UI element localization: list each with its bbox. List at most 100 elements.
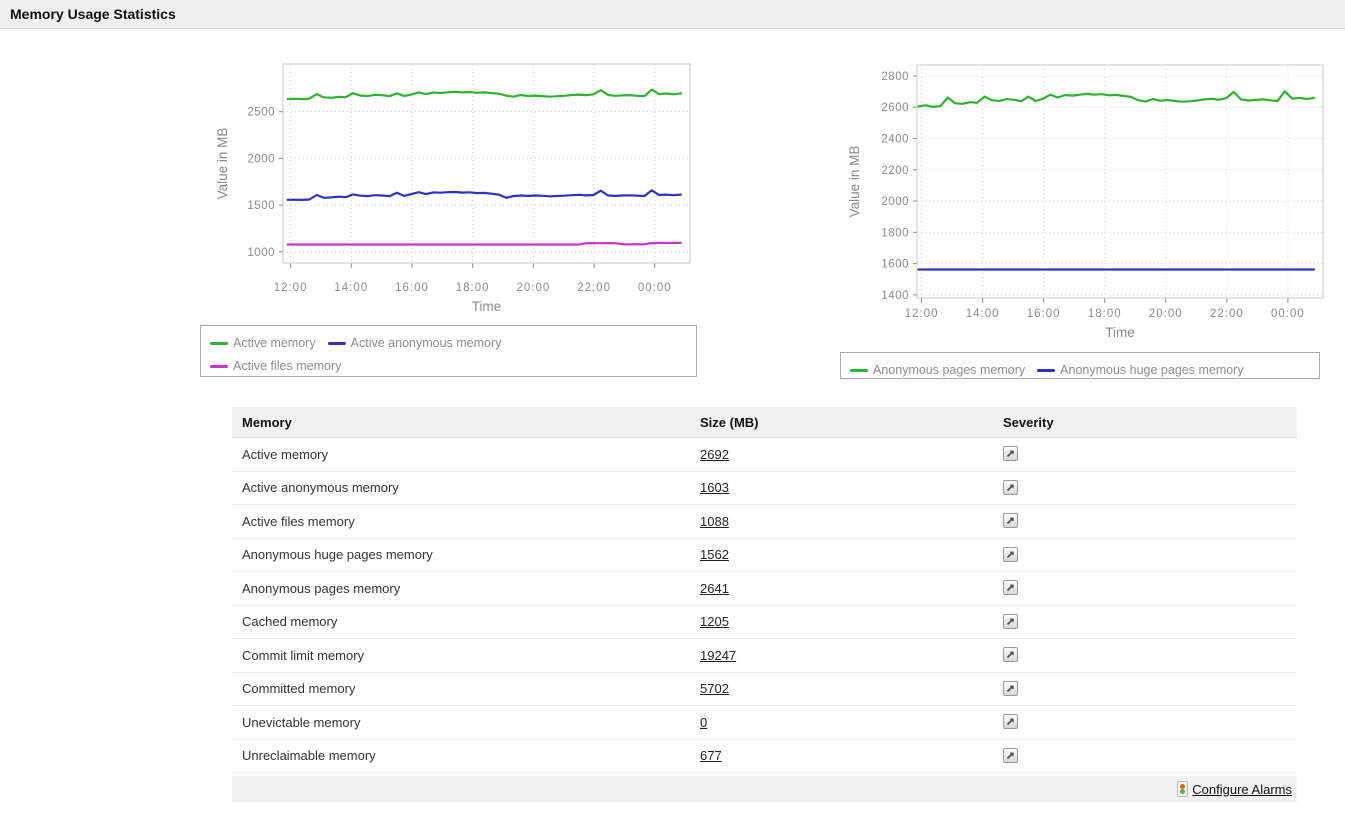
svg-text:20:00: 20:00 [517, 282, 551, 294]
configure-alarms-link[interactable]: Configure Alarms [1192, 781, 1292, 797]
size-link[interactable]: 1088 [700, 513, 729, 529]
svg-text:00:00: 00:00 [1271, 308, 1305, 320]
anonymous-memory-chart: 1400 1600 1800 2000 2200 2400 2600 2800 12:00 14:… [847, 64, 1324, 340]
svg-text:2200: 2200 [881, 165, 909, 177]
memory-name: Commit limit memory [242, 647, 365, 663]
svg-text:1600: 1600 [881, 259, 909, 271]
arrow-up-right-glyph [1006, 551, 1014, 558]
table-row: Cached memory 1205 [232, 605, 1297, 639]
column-header-memory: Memory [242, 414, 292, 430]
memory-name: Anonymous pages memory [242, 580, 401, 596]
active-memory-chart: 1000 1500 2000 2500 12:00 14:00 16:00 18:00 20:0… [215, 63, 691, 314]
table-row: Unevictable memory 0 [232, 706, 1297, 740]
svg-text:1800: 1800 [881, 227, 909, 239]
svg-text:18:00: 18:00 [456, 282, 490, 294]
svg-text:1500: 1500 [247, 200, 275, 212]
traffic-light-icon[interactable] [1177, 781, 1189, 797]
column-header-severity: Severity [1003, 414, 1054, 430]
svg-text:00:00: 00:00 [638, 282, 672, 294]
legend-line-swatch [327, 342, 346, 345]
table-row: Active memory 2692 [232, 438, 1297, 472]
legend-label: Active anonymous memory [350, 336, 502, 350]
page-title: Memory Usage Statistics [10, 6, 176, 22]
table-row: Unreclaimable memory 677 [232, 739, 1297, 773]
table-row: Commit limit memory 19247 [232, 639, 1297, 673]
svg-text:1000: 1000 [247, 247, 275, 259]
legend-line-swatch [1037, 369, 1056, 372]
legend-line-swatch [850, 369, 868, 372]
size-link[interactable]: 1562 [700, 547, 729, 563]
memory-table-body: Active memory 2692 Active anonymous memo… [232, 438, 1297, 773]
arrow-up-right-glyph [1006, 484, 1014, 491]
severity-arrow-icon[interactable] [1003, 647, 1018, 663]
arrow-up-right-glyph [1006, 685, 1014, 692]
svg-text:22:00: 22:00 [1210, 308, 1244, 320]
severity-arrow-icon[interactable] [1003, 747, 1018, 763]
memory-name: Active files memory [242, 513, 355, 529]
size-link[interactable]: 2641 [700, 580, 729, 596]
size-link[interactable]: 1205 [700, 614, 729, 630]
svg-text:14:00: 14:00 [334, 282, 368, 294]
arrow-up-right-glyph [1006, 752, 1014, 759]
size-link[interactable]: 19247 [700, 647, 737, 663]
size-link[interactable]: 1603 [700, 480, 729, 496]
svg-text:Time: Time [472, 299, 502, 314]
svg-text:2400: 2400 [881, 133, 909, 145]
severity-arrow-icon[interactable] [1003, 714, 1018, 730]
svg-text:22:00: 22:00 [577, 282, 611, 294]
column-header-size: Size (MB) [700, 414, 759, 430]
severity-arrow-icon[interactable] [1003, 546, 1018, 562]
severity-arrow-icon[interactable] [1003, 446, 1018, 462]
legend-item: Active memory [210, 333, 316, 354]
arrow-up-right-glyph [1006, 718, 1014, 726]
arrow-up-right-glyph [1006, 618, 1014, 625]
legend-item: Anonymous huge pages memory [1037, 360, 1244, 381]
table-row: Anonymous huge pages memory 1562 [232, 538, 1297, 572]
svg-text:20:00: 20:00 [1149, 308, 1183, 320]
size-link[interactable]: 677 [700, 748, 722, 764]
memory-name: Unreclaimable memory [242, 748, 376, 764]
svg-text:16:00: 16:00 [1027, 308, 1061, 320]
memory-name: Anonymous huge pages memory [242, 547, 433, 563]
svg-text:Value in MB: Value in MB [215, 128, 230, 200]
svg-text:1400: 1400 [881, 290, 909, 302]
legend-label: Active files memory [233, 359, 342, 373]
arrow-up-right-glyph [1006, 584, 1014, 592]
svg-text:18:00: 18:00 [1088, 308, 1122, 320]
legend-item: Active anonymous memory [327, 333, 502, 354]
legend-line-swatch [210, 365, 228, 368]
severity-arrow-icon[interactable] [1003, 580, 1018, 596]
severity-arrow-icon[interactable] [1003, 680, 1018, 696]
memory-table-header: Memory Size (MB) Severity [232, 407, 1297, 438]
svg-text:12:00: 12:00 [905, 308, 939, 320]
legend-item: Active files memory [210, 356, 341, 377]
memory-name: Unevictable memory [242, 714, 361, 730]
table-row: Anonymous pages memory 2641 [232, 572, 1297, 606]
legend-label: Anonymous huge pages memory [1060, 363, 1244, 377]
severity-arrow-icon[interactable] [1003, 479, 1018, 495]
legend-item: Anonymous pages memory [850, 360, 1025, 381]
size-link[interactable]: 5702 [700, 681, 729, 697]
arrow-up-right-glyph [1006, 517, 1014, 525]
svg-text:12:00: 12:00 [274, 282, 308, 294]
svg-text:14:00: 14:00 [966, 308, 1000, 320]
size-link[interactable]: 0 [700, 714, 708, 730]
svg-text:Value in MB: Value in MB [847, 146, 862, 218]
memory-name: Active memory [242, 446, 328, 462]
memory-name: Committed memory [242, 681, 356, 697]
size-link[interactable]: 2692 [700, 446, 729, 462]
memory-name: Active anonymous memory [242, 480, 399, 496]
severity-arrow-icon[interactable] [1003, 513, 1018, 529]
severity-arrow-icon[interactable] [1003, 613, 1018, 629]
legend-label: Anonymous pages memory [873, 363, 1026, 377]
legend-line-swatch [210, 342, 228, 345]
anonymous-memory-chart-legend: Anonymous pages memory Anonymous huge pag… [840, 352, 1320, 379]
arrow-up-right-glyph [1006, 651, 1014, 659]
arrow-up-right-glyph [1006, 450, 1014, 458]
table-row: Committed memory 5702 [232, 672, 1297, 706]
page-title-bar: Memory Usage Statistics [0, 0, 1345, 29]
memory-table-footer: Configure Alarms [232, 776, 1297, 802]
svg-text:2800: 2800 [881, 71, 909, 83]
svg-text:2600: 2600 [881, 102, 909, 114]
table-row: Active anonymous memory 1603 [232, 471, 1297, 505]
